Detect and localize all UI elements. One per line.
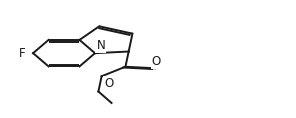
Text: O: O xyxy=(152,55,161,68)
Text: F: F xyxy=(19,47,26,60)
Text: N: N xyxy=(96,39,105,52)
Text: O: O xyxy=(104,77,113,90)
